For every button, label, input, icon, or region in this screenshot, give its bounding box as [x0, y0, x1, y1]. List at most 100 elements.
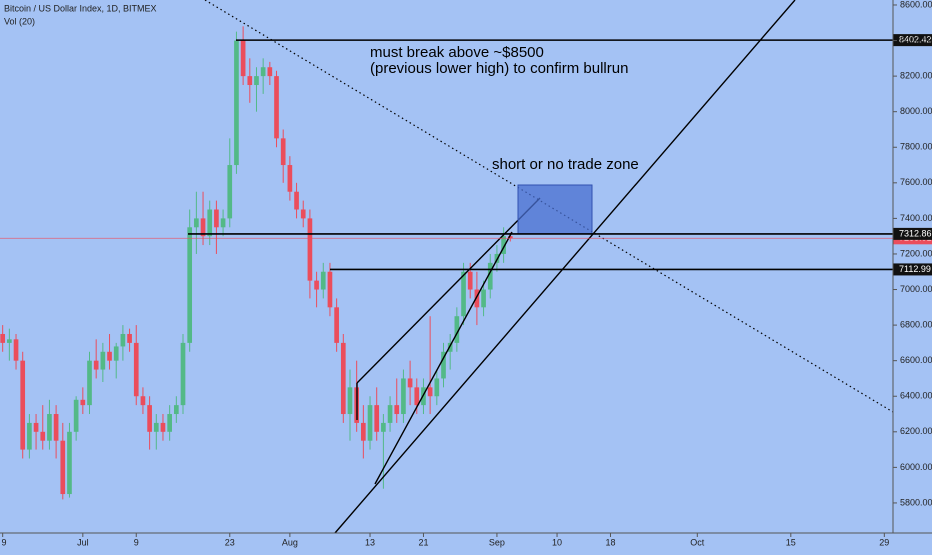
y-tick-label: 8000.00 [900, 106, 932, 116]
y-tick-label: 7800.00 [900, 142, 932, 152]
candle-body [93, 360, 99, 370]
candle-body [147, 405, 152, 432]
candle-body [474, 289, 480, 308]
candle-body [414, 387, 420, 406]
x-tick-label: 21 [418, 537, 428, 547]
candle-body [247, 76, 253, 86]
candle-body [394, 405, 400, 415]
candle-body [347, 387, 353, 415]
candle-body [234, 40, 239, 166]
x-tick-label: Aug [282, 537, 298, 547]
candle-body [307, 218, 313, 281]
candle-body [300, 209, 306, 219]
candle-body [387, 405, 393, 423]
candle-body [481, 289, 486, 308]
candle-body [374, 405, 380, 432]
candle-body [340, 342, 346, 415]
candle-body [361, 422, 366, 441]
x-tick-label: Sep [489, 537, 505, 547]
candle-body [7, 339, 12, 343]
candle-body [13, 339, 19, 361]
candle-body [461, 271, 466, 317]
price-level-box [893, 263, 932, 276]
price-level-label: 7312.86 [899, 228, 932, 238]
candle-body [194, 218, 199, 228]
chart-title: Bitcoin / US Dollar Index, 1D, BITMEX [4, 3, 157, 13]
y-tick-label: 6400.00 [900, 391, 932, 401]
candle-body [381, 422, 386, 432]
candle-body [267, 67, 273, 77]
y-tick-label: 6800.00 [900, 319, 932, 329]
candle-body [407, 378, 413, 388]
y-tick-label: 7400.00 [900, 213, 932, 223]
price-level-label: 7112.99 [899, 264, 931, 274]
candle-body [167, 414, 172, 432]
trade-zone-box [517, 184, 593, 235]
candle-body [427, 387, 433, 397]
candle-body [100, 351, 106, 370]
candle-body [47, 414, 52, 441]
candle-body [180, 342, 186, 406]
x-tick-label: Jul [77, 537, 89, 547]
candle-body [260, 67, 266, 77]
candle-body [173, 405, 179, 415]
candle-body [33, 422, 39, 432]
candle-body [67, 431, 72, 495]
candle-body [207, 209, 213, 237]
candle-body [120, 333, 126, 347]
x-tick-label: 9 [134, 537, 139, 547]
candle-body [80, 399, 86, 406]
candle-body [507, 236, 513, 239]
candle-body [280, 138, 286, 166]
candle-body [27, 422, 32, 450]
y-tick-label: 5800.00 [900, 497, 932, 507]
candle-body [127, 333, 132, 343]
candle-body [487, 262, 493, 290]
candle-body [227, 165, 233, 219]
candle-body [274, 76, 279, 139]
candle-body [501, 236, 506, 254]
chart-subtitle: Vol (20) [4, 16, 35, 26]
candle-body [107, 351, 112, 361]
candle-body [60, 440, 66, 495]
candle-body [367, 405, 373, 441]
channel-upper [356, 197, 541, 384]
candle-body [441, 351, 446, 379]
x-tick-label: Oct [690, 537, 705, 547]
candle-body [320, 271, 326, 290]
annotation: must break above ~$8500 [370, 44, 544, 61]
candle-body [294, 191, 299, 210]
y-tick-label: 7600.00 [900, 177, 932, 187]
candle-body [73, 399, 79, 432]
candle-body [214, 209, 219, 228]
candle-body [254, 76, 259, 86]
channel-inner [374, 231, 513, 485]
candle-body [187, 227, 193, 343]
price-level-box [893, 34, 932, 47]
candle-body [200, 218, 206, 237]
candles [0, 26, 513, 500]
channel-lower [334, 0, 796, 534]
candle-body [160, 422, 166, 432]
annotation: (previous lower high) to confirm bullrun [370, 60, 628, 77]
annotation: short or no trade zone [492, 156, 639, 173]
x-tick-label: 23 [225, 537, 235, 547]
candle-body [53, 414, 59, 441]
y-tick-label: 6000.00 [900, 462, 932, 472]
candle-body [434, 378, 440, 397]
candle-body [133, 342, 139, 397]
candle-body [447, 342, 453, 352]
x-tick-label: 29 [879, 537, 889, 547]
candle-body [334, 307, 339, 343]
x-tick-label: 18 [605, 537, 615, 547]
candle-body [20, 360, 26, 450]
y-tick-label: 7000.00 [900, 284, 932, 294]
candle-body [467, 271, 473, 290]
candle-body [87, 360, 92, 406]
x-tick-label: 10 [552, 537, 562, 547]
y-tick-label: 8400.00 [900, 35, 932, 45]
candle-body [287, 165, 293, 192]
